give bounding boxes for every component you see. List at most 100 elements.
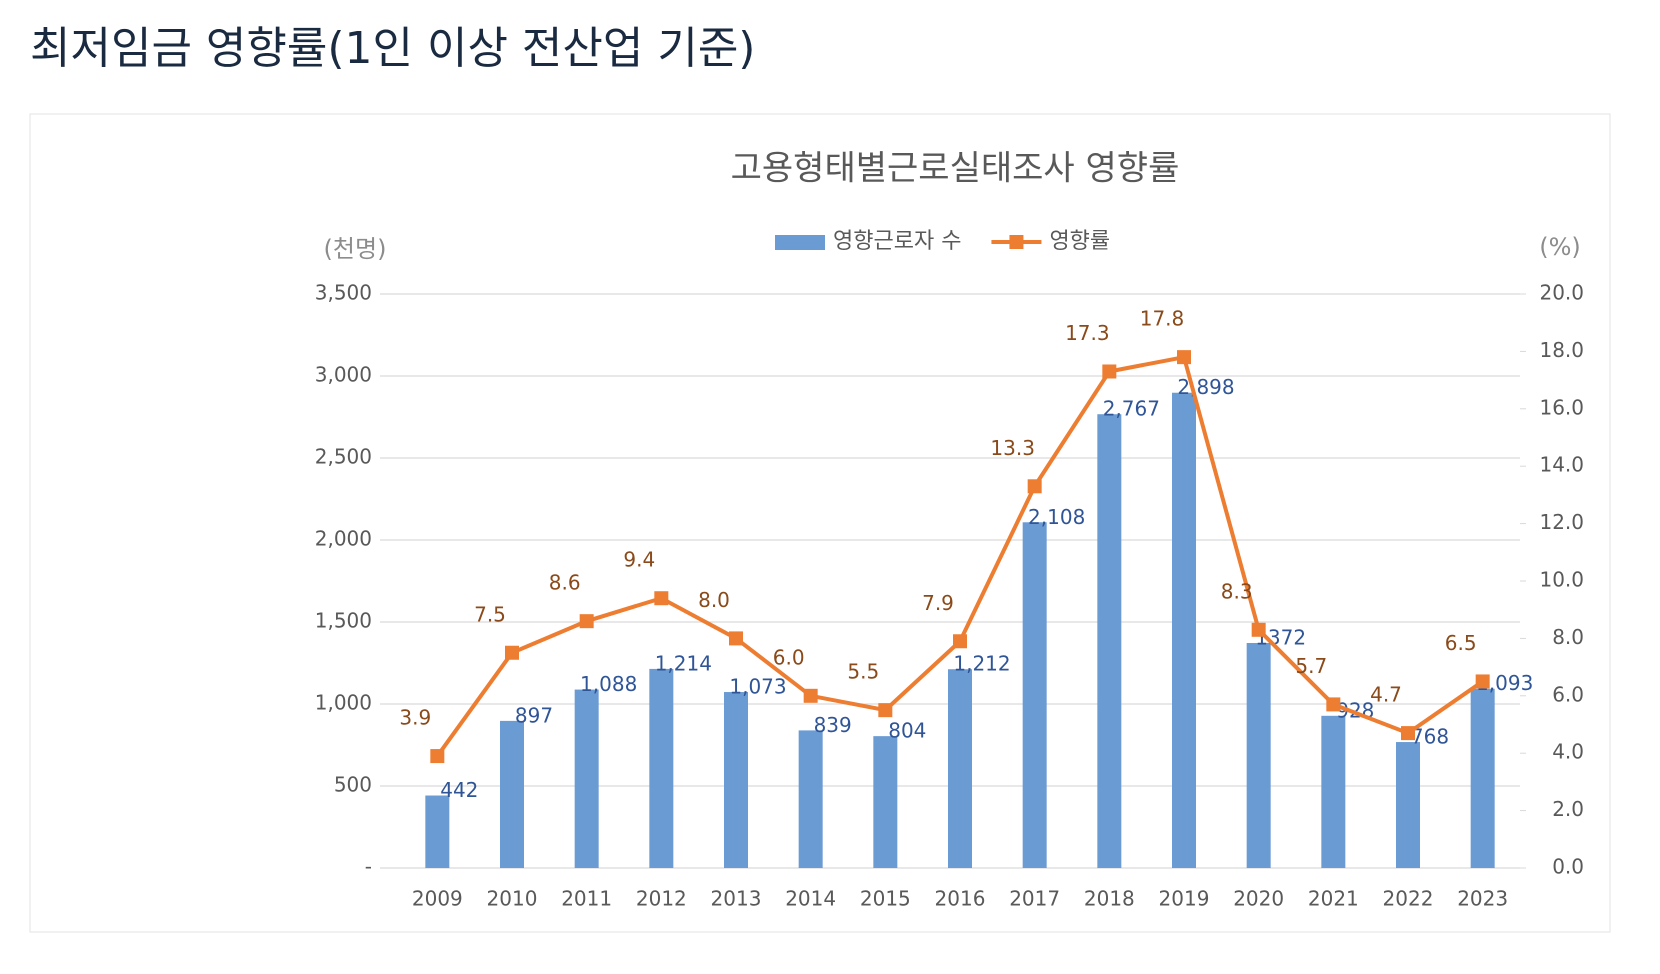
line-value-label: 17.3	[1065, 321, 1110, 345]
x-tick-label: 2017	[1009, 887, 1060, 911]
x-tick-label: 2014	[785, 887, 836, 911]
page-title: 최저임금 영향률(1인 이상 전산업 기준)	[30, 23, 755, 74]
bar-value-label: 897	[515, 703, 553, 727]
line-marker	[878, 703, 893, 718]
y2-tick-label: 8.0	[1552, 625, 1584, 649]
x-tick-label: 2023	[1457, 887, 1508, 911]
line-marker	[803, 688, 818, 703]
line-marker	[953, 634, 967, 649]
bar	[873, 736, 898, 868]
bar	[649, 668, 674, 868]
legend-swatch	[775, 235, 825, 250]
line-value-label: 5.5	[847, 660, 879, 684]
x-tick-label: 2016	[935, 887, 986, 911]
chart-frame	[29, 113, 1611, 933]
line-marker	[1326, 697, 1341, 712]
x-tick-label: 2018	[1084, 887, 1135, 911]
bar-value-label: 1,212	[953, 652, 1010, 676]
line-marker	[505, 645, 519, 660]
line-marker	[1102, 364, 1117, 379]
line-marker	[729, 631, 743, 646]
bar	[1172, 392, 1196, 868]
line-marker	[654, 591, 669, 606]
bar-value-label: 1,073	[729, 675, 786, 699]
bar	[1470, 688, 1495, 868]
line-marker	[1401, 726, 1415, 741]
bar	[724, 692, 748, 868]
y2-tick-label: 16.0	[1539, 395, 1584, 419]
bar	[1321, 715, 1346, 868]
bar	[1396, 742, 1420, 868]
y-tick-label: 500	[334, 773, 372, 797]
y-tick-label: 2,000	[315, 527, 372, 551]
y-tick-label: 3,500	[315, 281, 372, 305]
y2-axis-label: (%)	[1539, 233, 1581, 261]
bar-value-label: 2,108	[1028, 505, 1085, 529]
y2-tick-label: 2.0	[1552, 797, 1584, 821]
line-value-label: 6.0	[773, 645, 805, 669]
y2-tick-label: 4.0	[1552, 740, 1584, 764]
line-value-label: 17.8	[1140, 307, 1185, 331]
line-value-label: 8.3	[1221, 579, 1253, 603]
legend-label: 영향률	[1049, 229, 1110, 254]
x-tick-label: 2021	[1308, 887, 1359, 911]
x-tick-label: 2022	[1383, 887, 1434, 911]
bar-value-label: 2,767	[1103, 397, 1160, 421]
line-value-label: 3.9	[399, 706, 431, 730]
bar-value-label: 839	[814, 713, 852, 737]
y2-tick-label: 18.0	[1539, 338, 1584, 362]
line-value-label: 8.0	[698, 588, 730, 612]
line-value-label: 4.7	[1370, 683, 1402, 707]
line-value-label: 8.6	[549, 571, 581, 595]
line-value-label: 13.3	[990, 436, 1035, 460]
line-value-label: 6.5	[1445, 631, 1477, 655]
bar-value-label: 804	[888, 719, 926, 743]
y-tick-label: -	[365, 855, 372, 879]
legend-label: 영향근로자 수	[833, 229, 961, 254]
y-axis-label: (천명)	[324, 235, 387, 263]
y2-tick-label: 14.0	[1539, 453, 1584, 477]
x-tick-label: 2015	[860, 887, 911, 911]
x-tick-label: 2010	[487, 887, 538, 911]
line-value-label: 9.4	[623, 548, 655, 572]
y2-tick-label: 6.0	[1552, 682, 1584, 706]
x-tick-label: 2012	[636, 887, 687, 911]
bar	[1097, 414, 1122, 868]
y2-tick-label: 10.0	[1539, 568, 1584, 592]
bar-value-label: 442	[440, 778, 478, 802]
x-tick-label: 2009	[412, 887, 463, 911]
line-marker	[430, 749, 445, 764]
bar	[1246, 642, 1271, 868]
x-tick-label: 2011	[561, 887, 612, 911]
y2-tick-label: 0.0	[1552, 855, 1584, 879]
x-tick-label: 2020	[1233, 887, 1284, 911]
line-value-label: 7.5	[474, 602, 506, 626]
line-marker	[1475, 674, 1490, 689]
line-marker	[579, 614, 594, 629]
bar	[948, 669, 972, 868]
bar	[574, 689, 599, 868]
y-tick-label: 1,500	[315, 609, 372, 633]
x-tick-label: 2013	[711, 887, 762, 911]
bar	[798, 730, 823, 868]
line-marker	[1251, 622, 1266, 637]
x-tick-label: 2019	[1159, 887, 1210, 911]
bar-value-label: 2,898	[1177, 375, 1234, 399]
bar	[1022, 522, 1047, 868]
legend-swatch	[1009, 235, 1024, 249]
line-marker	[1177, 350, 1191, 365]
bar-value-label: 1,088	[580, 672, 637, 696]
bar	[500, 720, 524, 868]
line-marker	[1027, 479, 1042, 494]
line-value-label: 7.9	[922, 591, 954, 615]
chart-title: 고용형태별근로실태조사 영향률	[731, 149, 1180, 189]
bar-value-label: 1,214	[655, 651, 712, 675]
y-tick-label: 2,500	[315, 445, 372, 469]
y2-tick-label: 20.0	[1539, 281, 1584, 305]
bar	[425, 795, 450, 868]
y2-tick-label: 12.0	[1539, 510, 1584, 534]
y-tick-label: 1,000	[315, 691, 372, 715]
y-tick-label: 3,000	[315, 363, 372, 387]
